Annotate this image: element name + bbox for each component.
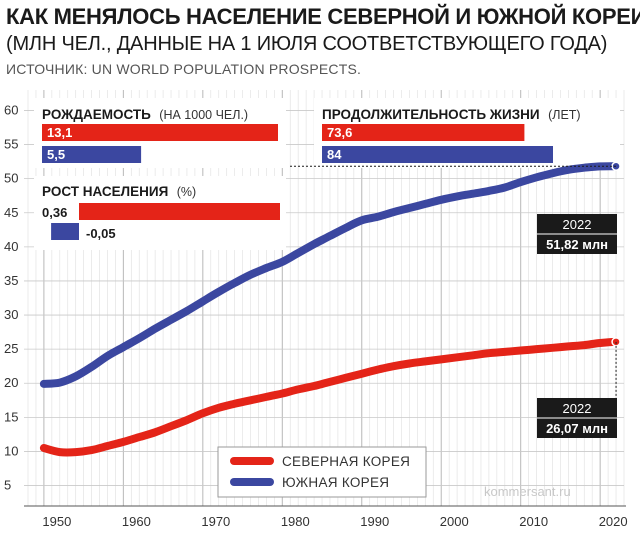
y-tick-label: 60: [4, 102, 18, 117]
y-tick-label: 15: [4, 409, 18, 424]
south-korea-line: [39, 162, 621, 388]
life-south-value: 84: [327, 147, 342, 162]
fertility-north-value: 13,1: [47, 125, 72, 140]
life-expectancy-title: ПРОДОЛЖИТЕЛЬНОСТЬ ЖИЗНИ (ЛЕТ): [322, 106, 581, 123]
x-tick-label: 2020: [599, 514, 628, 529]
y-tick-label: 10: [4, 443, 18, 458]
x-axis: 1950 1960 1970 1980 1990 2000 2010 2020: [24, 505, 628, 529]
y-tick-label: 45: [4, 205, 18, 220]
y-tick-label: 50: [4, 171, 18, 186]
y-tick-label: 35: [4, 273, 18, 288]
life-expectancy-panel: ПРОДОЛЖИТЕЛЬНОСТЬ ЖИЗНИ (ЛЕТ) 73,6 84: [314, 98, 620, 168]
fertility-panel: РОЖДАЕМОСТЬ (НА 1000 ЧЕЛ.) 13,1 5,5: [34, 98, 286, 168]
x-tick-label: 1990: [360, 514, 389, 529]
growth-panel: РОСТ НАСЕЛЕНИЯ (%) 0,36 -0,05: [34, 176, 286, 250]
life-north-bar: [322, 124, 525, 141]
y-tick-label: 30: [4, 307, 18, 322]
north-callout-value: 26,07 млн: [546, 421, 608, 436]
watermark: kommersant.ru: [484, 484, 571, 499]
fertility-north-bar: [42, 124, 278, 141]
growth-north-value: 0,36: [42, 205, 67, 220]
y-tick-label: 20: [4, 375, 18, 390]
legend-south-label: ЮЖНАЯ КОРЕЯ: [282, 475, 389, 490]
growth-south-value: -0,05: [86, 226, 116, 241]
source-note: ИСТОЧНИК: UN WORLD POPULATION PROSPECTS.: [6, 61, 362, 77]
x-tick-label: 1950: [42, 514, 71, 529]
life-north-value: 73,6: [327, 125, 352, 140]
north-callout: 2022 26,07 млн: [537, 341, 617, 438]
fertility-title: РОЖДАЕМОСТЬ (НА 1000 ЧЕЛ.): [42, 106, 248, 123]
north-korea-line: [39, 337, 621, 457]
north-callout-year: 2022: [563, 401, 592, 416]
growth-south-bar: [51, 223, 79, 240]
fertility-south-value: 5,5: [47, 147, 65, 162]
y-tick-label: 55: [4, 137, 18, 152]
y-tick-label: 40: [4, 239, 18, 254]
y-tick-label: 5: [4, 478, 11, 493]
y-tick-label: 25: [4, 341, 18, 356]
x-tick-label: 2010: [519, 514, 548, 529]
south-korea-endpoint: [611, 161, 621, 171]
chart-subtitle: (МЛН ЧЕЛ., ДАННЫЕ НА 1 ИЮЛЯ СООТВЕТСТВУЮ…: [6, 33, 608, 55]
y-axis: 5 10 15 20 25 30 35 40 45 50 55 60: [4, 102, 18, 492]
x-tick-label: 1970: [201, 514, 230, 529]
growth-title: РОСТ НАСЕЛЕНИЯ (%): [42, 183, 196, 200]
x-tick-label: 1960: [122, 514, 151, 529]
legend-north-label: СЕВЕРНАЯ КОРЕЯ: [282, 454, 410, 469]
south-callout-year: 2022: [563, 217, 592, 232]
series-layer: [39, 161, 621, 457]
growth-north-bar: [79, 203, 280, 220]
life-south-bar: [322, 146, 553, 163]
chart-title: КАК МЕНЯЛОСЬ НАСЕЛЕНИЕ СЕВЕРНОЙ И ЮЖНОЙ …: [6, 4, 640, 29]
legend: СЕВЕРНАЯ КОРЕЯ ЮЖНАЯ КОРЕЯ: [217, 446, 427, 498]
x-tick-label: 1980: [281, 514, 310, 529]
south-callout-value: 51,82 млн: [546, 237, 608, 252]
fertility-south-bar: [42, 146, 142, 163]
south-callout: 2022 51,82 млн: [290, 165, 617, 254]
x-tick-label: 2000: [440, 514, 469, 529]
